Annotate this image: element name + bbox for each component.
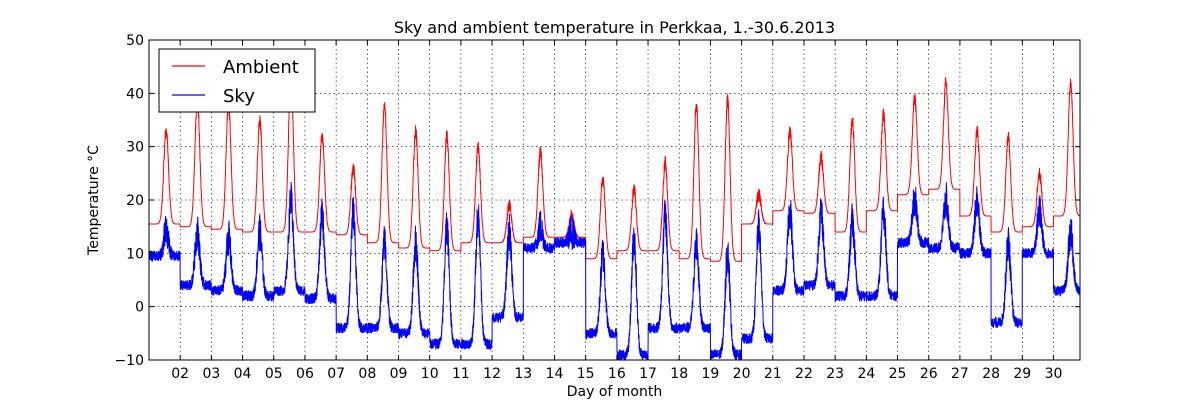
series-line-ambient — [149, 66, 1081, 262]
x-tick-label: 10 — [421, 366, 439, 382]
x-tick-label: 15 — [577, 366, 595, 382]
x-tick-label: 26 — [920, 366, 938, 382]
x-tick-label: 12 — [483, 366, 501, 382]
x-tick-label: 17 — [639, 366, 657, 382]
y-axis-label: Temperature °C — [86, 145, 102, 256]
legend-label-ambient: Ambient — [223, 57, 299, 78]
x-tick-label: 18 — [670, 366, 688, 382]
x-tick-label: 11 — [452, 366, 470, 382]
y-tick-label: 30 — [126, 140, 144, 156]
y-tick-label: −10 — [114, 353, 144, 369]
x-tick-label: 29 — [1013, 366, 1031, 382]
x-tick-label: 13 — [514, 366, 532, 382]
x-tick-label: 03 — [202, 366, 220, 382]
y-tick-label: 50 — [126, 33, 144, 49]
y-tick-label: 0 — [135, 300, 144, 316]
x-tick-label: 20 — [733, 366, 751, 382]
series-line-sky — [148, 181, 1081, 362]
x-tick-label: 24 — [857, 366, 875, 382]
x-tick-label: 30 — [1045, 366, 1063, 382]
chart-title: Sky and ambient temperature in Perkkaa, … — [394, 18, 835, 37]
y-tick-label: 20 — [126, 193, 144, 209]
x-tick-label: 04 — [234, 366, 252, 382]
legend: Ambient Sky — [158, 48, 316, 113]
x-tick-label: 09 — [390, 366, 408, 382]
y-tick-label: 10 — [126, 246, 144, 262]
x-tick-label: 05 — [265, 366, 283, 382]
legend-label-sky: Sky — [223, 86, 255, 107]
y-tick-label: 40 — [126, 86, 144, 102]
y-tick-labels: −10 0 10 20 30 40 50 — [114, 33, 144, 369]
x-tick-label: 28 — [982, 366, 1000, 382]
x-tick-label: 19 — [701, 366, 719, 382]
x-tick-label: 16 — [608, 366, 626, 382]
legend-box — [158, 48, 316, 113]
x-tick-label: 14 — [546, 366, 564, 382]
x-tick-label: 23 — [826, 366, 844, 382]
x-tick-label: 07 — [327, 366, 345, 382]
x-tick-label: 06 — [296, 366, 314, 382]
x-tick-label: 21 — [764, 366, 782, 382]
x-tick-label: 08 — [358, 366, 376, 382]
x-tick-label: 25 — [889, 366, 907, 382]
ticks — [149, 39, 1080, 361]
x-tick-label: 22 — [795, 366, 813, 382]
x-tick-label: 27 — [951, 366, 969, 382]
x-tick-label: 02 — [171, 366, 189, 382]
plot-lines — [148, 66, 1081, 362]
x-axis-label: Day of month — [567, 384, 662, 400]
x-tick-labels: 02 03 04 05 06 07 08 09 10 11 12 13 14 15 16 17 18 19 20 21… — [171, 366, 1062, 382]
